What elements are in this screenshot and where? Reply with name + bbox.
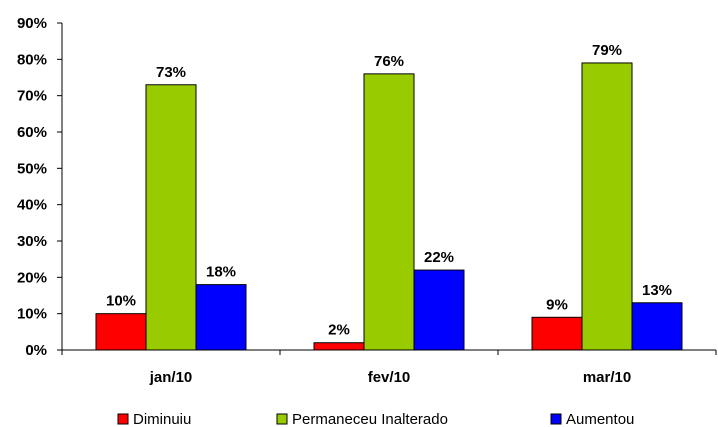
data-label: 2% [328, 322, 350, 339]
y-tick-label: 90% [17, 15, 47, 32]
data-label: 73% [156, 64, 186, 81]
bars [95, 62, 683, 351]
legend-swatch [276, 413, 288, 425]
bar [195, 284, 247, 351]
legend-label: Permaneceu Inalterado [292, 411, 448, 427]
legend-label: Diminuiu [133, 411, 191, 427]
data-label: 13% [642, 282, 672, 299]
y-tick-label: 10% [17, 306, 47, 323]
y-tick-label: 30% [17, 233, 47, 250]
bar [413, 269, 465, 351]
y-tick-label: 20% [17, 269, 47, 286]
legend-label: Aumentou [566, 411, 634, 427]
legend-item: Aumentou [550, 411, 634, 427]
y-tick-label: 50% [17, 160, 47, 177]
legend-item: Permaneceu Inalterado [276, 411, 448, 427]
data-label: 22% [424, 249, 454, 266]
y-tick-label: 60% [17, 124, 47, 141]
bar [581, 62, 633, 351]
y-tick-label: 70% [17, 88, 47, 105]
legend-swatch [117, 413, 129, 425]
bar [313, 342, 365, 351]
bar [631, 302, 683, 351]
bar [145, 84, 197, 351]
bar [531, 316, 583, 351]
y-tick-label: 40% [17, 197, 47, 214]
bar [363, 73, 415, 351]
legend-swatch [550, 413, 562, 425]
data-label: 18% [206, 264, 236, 281]
bar [95, 313, 147, 351]
data-label: 76% [374, 53, 404, 70]
data-label: 9% [546, 296, 568, 313]
x-tick-label: mar/10 [583, 369, 631, 386]
data-labels: 10% 73% 18% 2% 76% 22% 9% 79% 13% [106, 42, 672, 339]
legend-item: Diminuiu [117, 411, 191, 427]
y-axis: 0% 10% 20% 30% 40% 50% 60% 70% 80% 90% [17, 15, 63, 359]
x-tick-label: jan/10 [149, 369, 193, 386]
legend: Diminuiu Permaneceu Inalterado Aumentou [117, 411, 634, 427]
data-label: 10% [106, 293, 136, 310]
x-axis: jan/10 fev/10 mar/10 [61, 349, 717, 386]
x-tick-label: fev/10 [368, 369, 411, 386]
y-tick-label: 0% [25, 342, 47, 359]
data-label: 79% [592, 42, 622, 59]
y-tick-label: 80% [17, 51, 47, 68]
